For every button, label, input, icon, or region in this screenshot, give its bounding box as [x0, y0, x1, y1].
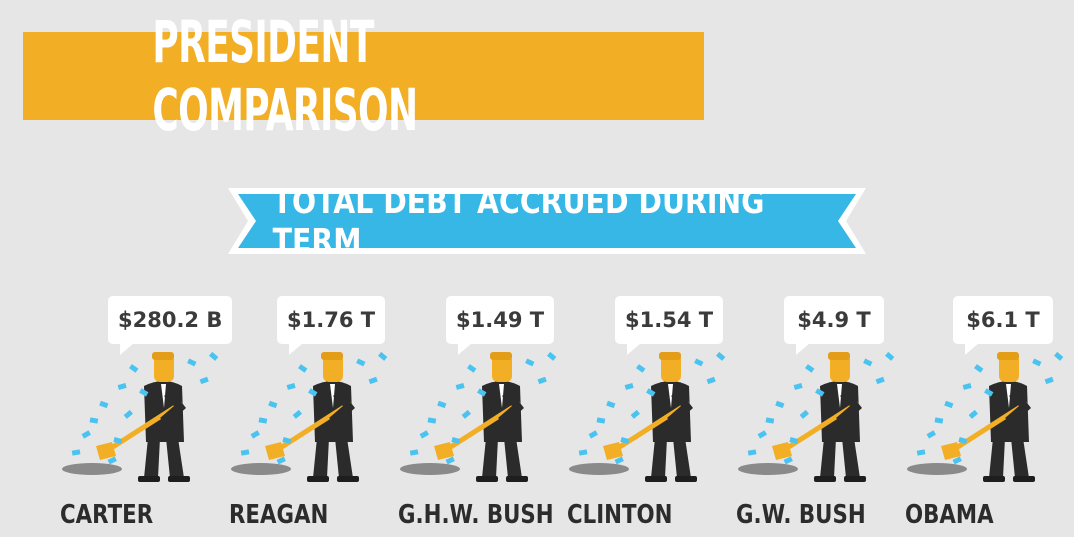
digging-president-icon — [398, 346, 573, 491]
president-name: CARTER — [60, 500, 154, 530]
president-item: $4.9 T — [736, 290, 906, 537]
subtitle: TOTAL DEBT ACCRUED DURING TERM — [272, 182, 765, 260]
digging-president-icon — [736, 346, 911, 491]
ribbon-shape — [228, 188, 866, 254]
debt-bubble: $280.2 B — [108, 296, 233, 355]
subtitle-ribbon: TOTAL DEBT ACCRUED DURING TERM — [228, 182, 866, 260]
digging-president-icon — [905, 346, 1074, 491]
president-name: OBAMA — [905, 500, 994, 530]
debt-bubble: $4.9 T — [784, 296, 884, 355]
debt-bubble: $6.1 T — [953, 296, 1053, 355]
president-name: G.H.W. BUSH — [398, 500, 554, 530]
president-name: G.W. BUSH — [736, 500, 866, 530]
title-banner: PRESIDENT COMPARISON — [23, 8, 704, 144]
debt-bubble: $1.49 T — [446, 296, 555, 355]
president-item: $280.2 B — [60, 290, 233, 537]
page-title: PRESIDENT COMPARISON — [152, 8, 418, 144]
president-name: REAGAN — [229, 500, 329, 530]
president-item: $1.76 T — [229, 290, 399, 537]
debt-bubble: $1.76 T — [277, 296, 386, 355]
digging-president-icon — [229, 346, 404, 491]
president-item: $1.54 T — [567, 290, 737, 537]
president-name: CLINTON — [567, 500, 673, 530]
president-item: $6.1 T — [905, 290, 1074, 537]
debt-bubble: $1.54 T — [615, 296, 724, 355]
digging-president-icon — [60, 346, 235, 491]
president-item: $1.49 T — [398, 290, 568, 537]
digging-president-icon — [567, 346, 742, 491]
